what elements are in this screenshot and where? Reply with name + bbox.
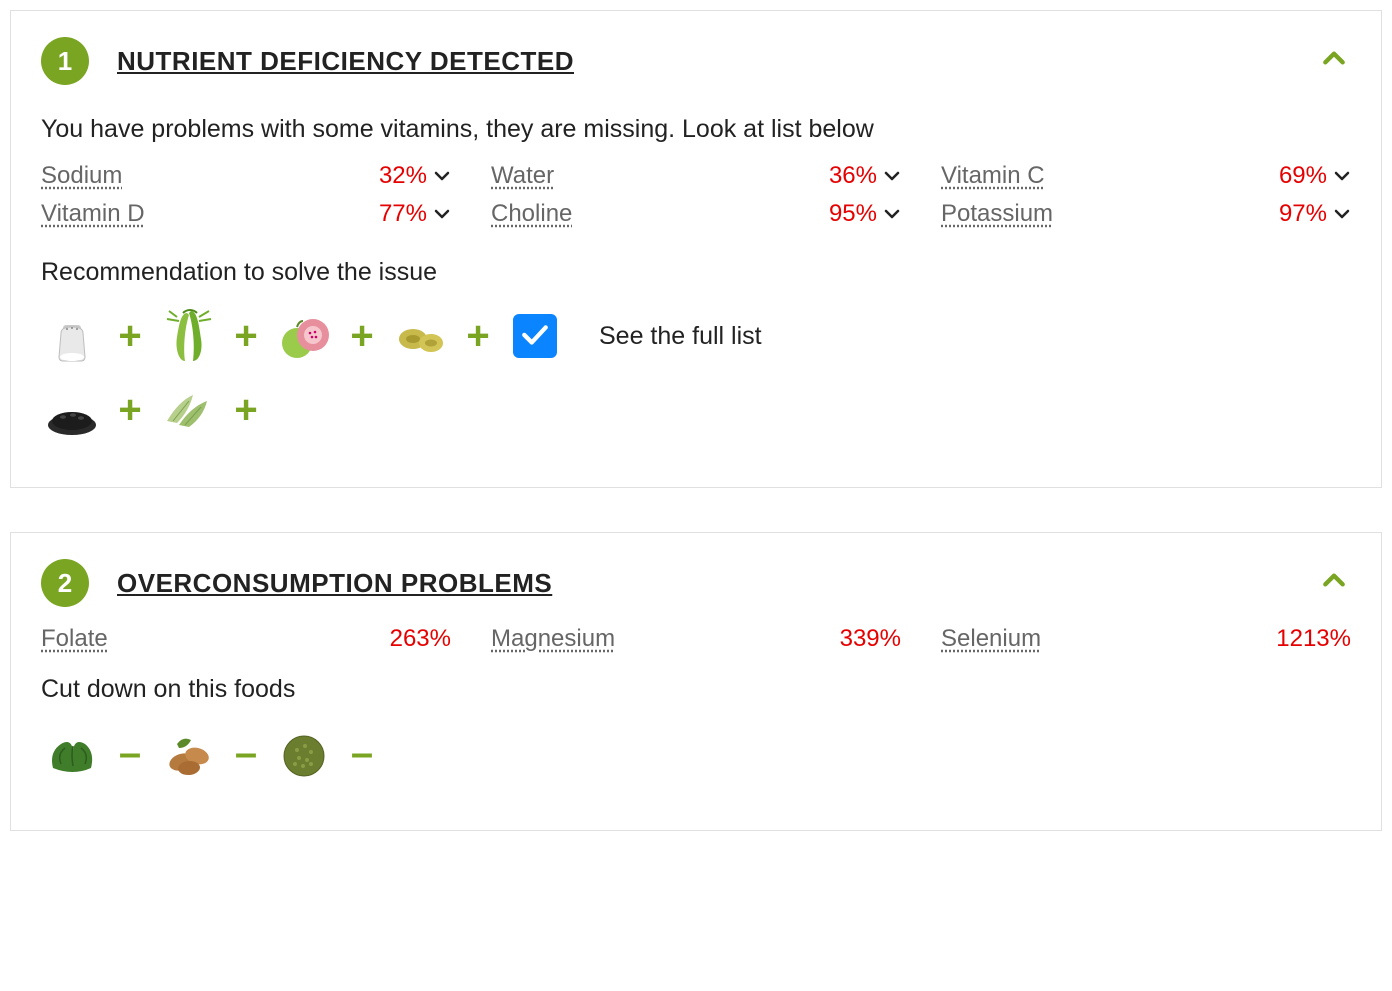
chevron-down-icon xyxy=(1333,205,1351,223)
nutrient-link-vitamin-c[interactable]: Vitamin C xyxy=(941,162,1045,190)
nutrient-row: Vitamin C 69% xyxy=(941,162,1351,190)
nutrient-pct[interactable]: 77% xyxy=(379,200,451,228)
recommendation-heading: Recommendation to solve the issue xyxy=(41,258,1351,287)
pct-value: 263% xyxy=(390,625,451,653)
panel-intro: You have problems with some vitamins, th… xyxy=(41,115,1351,144)
food-spinach-icon[interactable] xyxy=(41,722,103,784)
minus-icon: – xyxy=(117,733,143,773)
recommendation-heading: Cut down on this foods xyxy=(41,675,1351,704)
chevron-down-icon xyxy=(1333,167,1351,185)
panel-badge: 2 xyxy=(41,559,89,607)
nutrient-link-vitamin-d[interactable]: Vitamin D xyxy=(41,200,145,228)
collapse-toggle[interactable] xyxy=(1321,45,1347,76)
panel-title: NUTRIENT DEFICIENCY DETECTED xyxy=(117,46,574,77)
chevron-down-icon xyxy=(883,205,901,223)
food-olives-icon[interactable] xyxy=(389,305,451,367)
plus-icon: + xyxy=(117,390,143,430)
nutrient-link-folate[interactable]: Folate xyxy=(41,625,108,653)
full-list-label[interactable]: See the full list xyxy=(599,322,762,351)
plus-icon: + xyxy=(233,390,259,430)
food-mung-beans-icon[interactable] xyxy=(273,722,335,784)
nutrient-row: Water 36% xyxy=(491,162,901,190)
food-brazil-nuts-icon[interactable] xyxy=(157,722,219,784)
chevron-down-icon xyxy=(433,167,451,185)
food-guava-icon[interactable] xyxy=(273,305,335,367)
nutrient-link-choline[interactable]: Choline xyxy=(491,200,572,228)
nutrient-link-potassium[interactable]: Potassium xyxy=(941,200,1053,228)
nutrient-row: Selenium 1213% xyxy=(941,625,1351,653)
chevron-up-icon xyxy=(1321,567,1347,593)
plus-icon: + xyxy=(349,316,375,356)
minus-icon: – xyxy=(349,733,375,773)
pct-value: 36% xyxy=(829,162,877,190)
overconsumption-panel: 2 OVERCONSUMPTION PROBLEMS Folate 263% M… xyxy=(10,532,1382,831)
nutrient-pct: 263% xyxy=(390,625,451,653)
collapse-toggle[interactable] xyxy=(1321,567,1347,598)
pct-value: 95% xyxy=(829,200,877,228)
panel-header: 1 NUTRIENT DEFICIENCY DETECTED xyxy=(41,37,1351,85)
chevron-up-icon xyxy=(1321,45,1347,71)
check-icon xyxy=(520,321,550,351)
pct-value: 77% xyxy=(379,200,427,228)
food-row: + + + + See the full list xyxy=(41,305,1351,367)
panel-badge: 1 xyxy=(41,37,89,85)
chevron-down-icon xyxy=(433,205,451,223)
food-row: – – – xyxy=(41,722,1351,784)
nutrient-link-water[interactable]: Water xyxy=(491,162,554,190)
nutrient-pct[interactable]: 36% xyxy=(829,162,901,190)
nutrient-grid: Folate 263% Magnesium 339% Selenium 1213… xyxy=(41,625,1351,653)
plus-icon: + xyxy=(465,316,491,356)
food-recommendations: – – – xyxy=(41,722,1351,784)
nutrient-link-selenium[interactable]: Selenium xyxy=(941,625,1041,653)
nutrient-row: Sodium 32% xyxy=(41,162,451,190)
pct-value: 1213% xyxy=(1276,625,1351,653)
nutrient-link-sodium[interactable]: Sodium xyxy=(41,162,122,190)
food-celery-icon[interactable] xyxy=(157,305,219,367)
nutrient-pct[interactable]: 97% xyxy=(1279,200,1351,228)
nutrient-row: Magnesium 339% xyxy=(491,625,901,653)
plus-icon: + xyxy=(233,316,259,356)
nutrient-pct[interactable]: 32% xyxy=(379,162,451,190)
food-black-seeds-icon[interactable] xyxy=(41,379,103,441)
pct-value: 32% xyxy=(379,162,427,190)
panel-title: OVERCONSUMPTION PROBLEMS xyxy=(117,568,552,599)
nutrient-row: Choline 95% xyxy=(491,200,901,228)
plus-icon: + xyxy=(117,316,143,356)
panel-header: 2 OVERCONSUMPTION PROBLEMS xyxy=(41,559,1351,607)
nutrient-row: Vitamin D 77% xyxy=(41,200,451,228)
nutrient-link-magnesium[interactable]: Magnesium xyxy=(491,625,615,653)
chevron-down-icon xyxy=(883,167,901,185)
minus-icon: – xyxy=(233,733,259,773)
food-herb-leaves-icon[interactable] xyxy=(157,379,219,441)
nutrient-pct: 339% xyxy=(840,625,901,653)
deficiency-panel: 1 NUTRIENT DEFICIENCY DETECTED You have … xyxy=(10,10,1382,488)
nutrient-row: Potassium 97% xyxy=(941,200,1351,228)
food-salt-shaker-icon[interactable] xyxy=(41,305,103,367)
nutrient-pct: 1213% xyxy=(1276,625,1351,653)
nutrient-grid: Sodium 32% Water 36% Vitamin C 69% Vitam… xyxy=(41,162,1351,228)
food-recommendations: + + + + See the full list + + xyxy=(41,305,1351,441)
food-row: + + xyxy=(41,379,1351,441)
pct-value: 69% xyxy=(1279,162,1327,190)
full-list-checkbox[interactable] xyxy=(513,314,557,358)
nutrient-pct[interactable]: 69% xyxy=(1279,162,1351,190)
pct-value: 97% xyxy=(1279,200,1327,228)
nutrient-pct[interactable]: 95% xyxy=(829,200,901,228)
pct-value: 339% xyxy=(840,625,901,653)
nutrient-row: Folate 263% xyxy=(41,625,451,653)
